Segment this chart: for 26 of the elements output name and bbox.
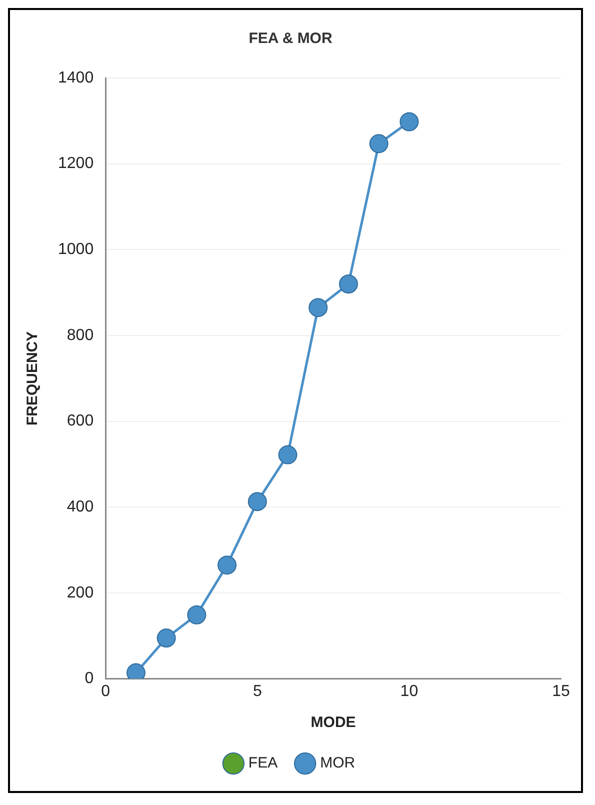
- y-tick-label: 200: [66, 584, 94, 602]
- point: [248, 492, 267, 512]
- y-tick-label: 800: [66, 326, 94, 344]
- point: [187, 605, 206, 624]
- x-tick-label: 5: [252, 682, 262, 700]
- point: [400, 112, 419, 132]
- point: [218, 556, 237, 575]
- y-tick-label: 600: [66, 412, 94, 430]
- chart-title: FEA & MOR: [248, 30, 332, 48]
- y-tick-label: 1400: [58, 69, 94, 86]
- point: [278, 445, 298, 464]
- x-tick-label: 0: [101, 682, 110, 700]
- point: [369, 134, 388, 154]
- x-axis-title: MODE: [310, 714, 356, 732]
- y-axis-title: FREQUENCY: [24, 331, 42, 426]
- y-tick-label: 0: [84, 670, 94, 688]
- y-tick-label: 1200: [58, 155, 94, 172]
- x-tick-label: 10: [400, 682, 418, 700]
- y-tick-label: 1000: [58, 241, 94, 258]
- point: [338, 274, 358, 294]
- point: [156, 628, 176, 648]
- legend-label: MOR: [320, 754, 356, 772]
- point: [308, 298, 328, 318]
- y-tick-label: 400: [66, 498, 94, 516]
- x-tick-label: 15: [552, 682, 570, 700]
- legend-label: FEA: [248, 754, 278, 772]
